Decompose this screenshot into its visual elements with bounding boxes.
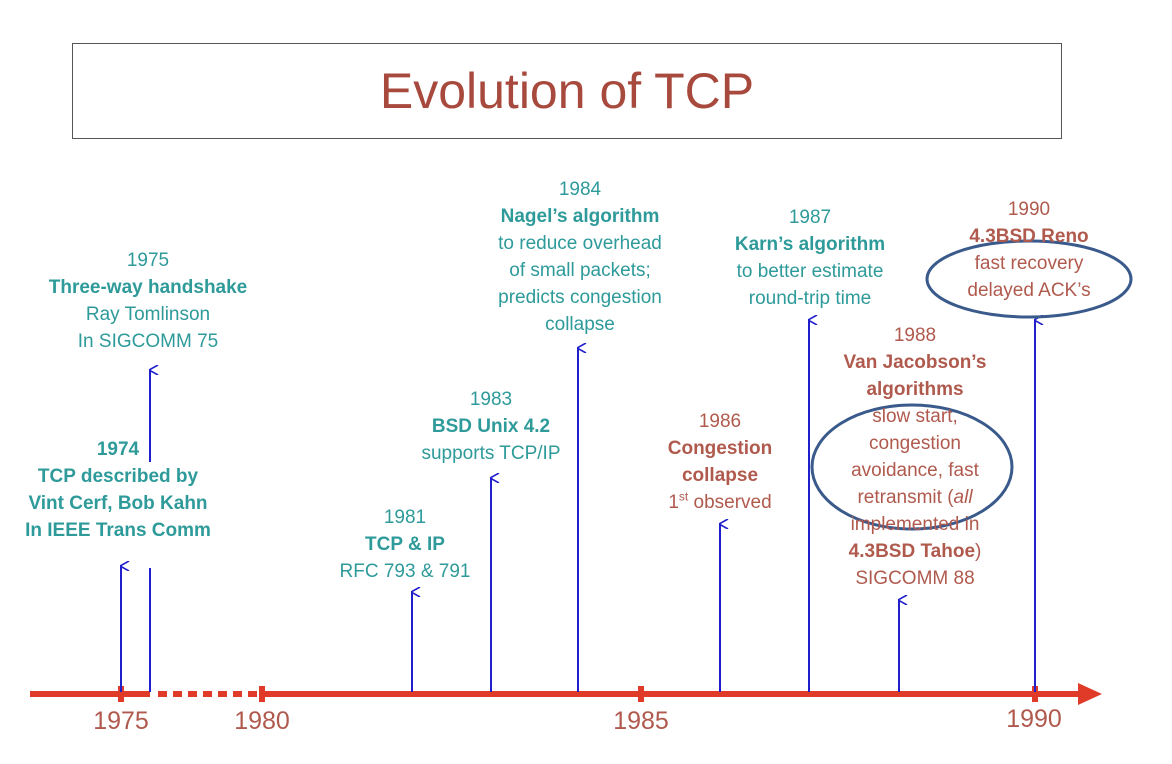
event-detail: 4.3BSD Tahoe) [810, 538, 1020, 565]
event-year: 1983 [469, 389, 513, 410]
event-detail: fast recovery [974, 253, 1084, 274]
event-title: Karn’s algorithm [734, 234, 886, 255]
timeline-arrowhead [1078, 683, 1102, 705]
highlight-ellipse-1990 [925, 239, 1133, 319]
event-detail: avoidance, fast [851, 460, 979, 481]
event-detail: Ray Tomlinson [85, 304, 211, 325]
event-title: collapse [681, 465, 759, 486]
tick-label-1980: 1980 [234, 707, 290, 735]
ordinal-suffix: st [678, 489, 689, 504]
tick-mark-1975 [118, 686, 124, 702]
event-detail-text: retransmit ( [857, 487, 954, 508]
event-detail: SIGCOMM 88 [855, 568, 975, 589]
event-detail: collapse [545, 314, 615, 335]
emphasis-text: all [953, 487, 973, 508]
event-title: algorithms [866, 379, 964, 400]
tick-label-1985: 1985 [613, 707, 669, 735]
event-1975-label: 1975 Three-way handshake Ray Tomlinson I… [28, 247, 268, 355]
event-detail: congestion [869, 433, 961, 454]
event-year: 1981 [383, 507, 427, 528]
event-year: 1975 [126, 250, 170, 271]
event-title: Vint Cerf, Bob Kahn [28, 493, 208, 514]
event-detail: delayed ACK’s [967, 280, 1091, 301]
tick-mark-1985 [638, 686, 644, 702]
event-1988-label: 1988 Van Jacobson’s algorithms slow star… [810, 322, 1020, 592]
event-title: Three-way handshake [48, 277, 248, 298]
event-year: 1990 [1007, 199, 1051, 220]
event-detail: 1st observed [620, 489, 820, 516]
tick-mark-1990 [1032, 686, 1038, 702]
event-detail: round-trip time [748, 288, 872, 309]
event-detail: supports TCP/IP [421, 443, 561, 464]
highlight-ellipse-1988 [810, 403, 1014, 531]
event-detail: of small packets; [509, 260, 651, 281]
event-1984-label: 1984 Nagel’s algorithm to reduce overhea… [470, 176, 690, 338]
event-1987-label: 1987 Karn’s algorithm to better estimate… [700, 204, 920, 312]
event-year: 1986 [698, 411, 742, 432]
event-title: BSD Unix 4.2 [431, 416, 551, 437]
slide-title: Evolution of TCP [72, 43, 1062, 139]
event-year: 1988 [893, 325, 937, 346]
event-title: In IEEE Trans Comm [25, 520, 211, 541]
event-title: Nagel’s algorithm [500, 206, 660, 227]
event-title: Congestion [667, 438, 773, 459]
event-1986-label: 1986 Congestion collapse 1st observed [620, 408, 820, 516]
event-year: 1974 [96, 439, 140, 460]
event-detail: to better estimate [736, 261, 884, 282]
event-detail: slow start, [872, 406, 958, 427]
event-detail-text: ) [975, 541, 982, 562]
event-detail: RFC 793 & 791 [339, 561, 471, 582]
event-detail: retransmit (all [810, 484, 1020, 511]
event-title: Van Jacobson’s [843, 352, 987, 373]
ordinal-number: 1 [668, 492, 679, 513]
event-detail: In SIGCOMM 75 [77, 331, 219, 352]
event-title: TCP described by [37, 466, 199, 487]
event-1990-label: 1990 4.3BSD Reno fast recovery delayed A… [929, 196, 1129, 304]
event-title: TCP & IP [365, 534, 445, 555]
event-detail: to reduce overhead [498, 233, 662, 254]
event-detail: predicts congestion [498, 287, 662, 308]
event-1974-label: 1974 TCP described by Vint Cerf, Bob Kah… [0, 436, 236, 544]
event-title: 4.3BSD Tahoe [848, 541, 976, 562]
event-1983-label: 1983 BSD Unix 4.2 supports TCP/IP [396, 386, 586, 467]
tick-label-1975: 1975 [93, 707, 149, 735]
event-year: 1987 [788, 207, 832, 228]
event-1981-label: 1981 TCP & IP RFC 793 & 791 [310, 504, 500, 585]
tick-label-1990: 1990 [1006, 705, 1062, 733]
event-title: 4.3BSD Reno [969, 226, 1089, 247]
event-detail-text: observed [688, 492, 772, 513]
event-year: 1984 [558, 179, 602, 200]
event-detail: implemented in [850, 514, 980, 535]
tick-mark-1980 [259, 686, 265, 702]
